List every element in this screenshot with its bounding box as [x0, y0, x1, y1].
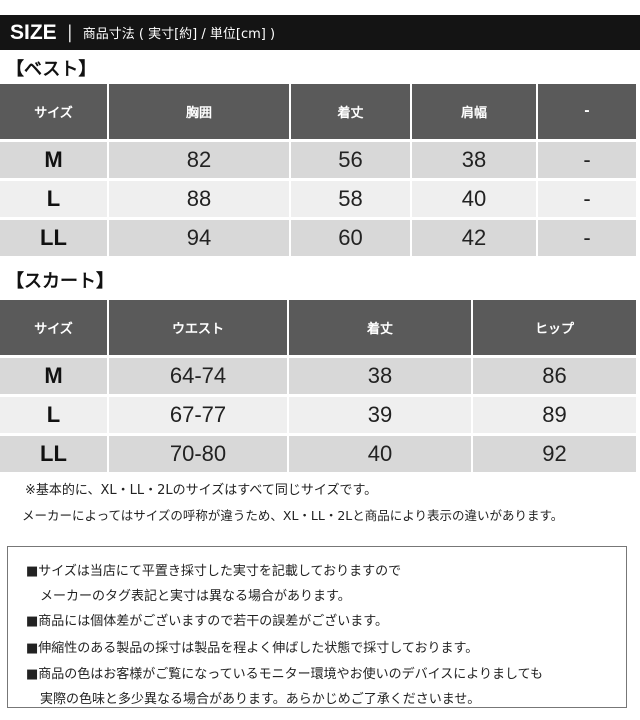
skirt-table: サイズ ウエスト 着丈 ヒップ M 64-74 38 86 L 67-77 39 89 LL… [0, 297, 638, 475]
skirt-title: 【スカート】 [6, 271, 114, 292]
cell: 56 [291, 142, 410, 178]
cell: 58 [291, 181, 410, 217]
disclaimer-box: ■サイズは当店にて平置き採寸した実寸を記載しておりますので メーカーのタグ表記と… [7, 546, 627, 708]
size-label: SIZE [10, 20, 57, 44]
disclaimer-line: メーカーのタグ表記と実寸は異なる場合があります。 [40, 589, 351, 604]
cell: 86 [473, 358, 636, 394]
cell: 40 [289, 436, 471, 472]
cell: - [538, 181, 636, 217]
size-cell: M [0, 358, 107, 394]
header-cell: ヒップ [473, 300, 636, 355]
header-cell: サイズ [0, 84, 107, 139]
cell: 39 [289, 397, 471, 433]
table-row: L 88 58 40- [0, 181, 636, 217]
cell: 67-77 [109, 397, 287, 433]
disclaimer-line: ■商品の色はお客様がご覧になっているモニター環境やお使いのデバイスによりましても [26, 667, 543, 682]
size-cell: LL [0, 220, 107, 256]
cell: 88 [109, 181, 289, 217]
header-cell: 着丈 [289, 300, 471, 355]
header-cell: 着丈 [291, 84, 410, 139]
cell: 38 [412, 142, 536, 178]
header-bar: SIZE | 商品寸法 ( 実寸[約] / 単位[cm] ) [0, 15, 640, 50]
cell: 70-80 [109, 436, 287, 472]
size-cell: L [0, 397, 107, 433]
cell: 64-74 [109, 358, 287, 394]
note-line: ※基本的に、XL・LL・2Lのサイズはすべて同じサイズです。 [25, 483, 378, 498]
disclaimer-line: 実際の色味と多少異なる場合があります。あらかじめご了承くださいませ。 [40, 692, 481, 707]
table-row: LL 94 60 42- [0, 220, 636, 256]
disclaimer-line: ■サイズは当店にて平置き採寸した実寸を記載しておりますので [26, 564, 402, 579]
table-row: M 82 56 38- [0, 142, 636, 178]
header-cell: - [538, 84, 636, 139]
cell: - [538, 142, 636, 178]
table-row: LL 70-80 40 92 [0, 436, 636, 472]
size-cell: L [0, 181, 107, 217]
vest-table: サイズ 胸囲 着丈 肩幅 - M 82 56 38- L 88 58 40- LL 94 60 4… [0, 81, 638, 259]
cell: 82 [109, 142, 289, 178]
header-cell: 肩幅 [412, 84, 536, 139]
header-subtitle: 商品寸法 ( 実寸[約] / 単位[cm] ) [82, 27, 276, 42]
header-cell: ウエスト [109, 300, 287, 355]
disclaimer-line: ■伸縮性のある製品の採寸は製品を程よく伸ばした状態で採寸しております。 [26, 641, 479, 656]
cell: 60 [291, 220, 410, 256]
vest-header-row: サイズ 胸囲 着丈 肩幅 - [0, 84, 636, 139]
size-cell: M [0, 142, 107, 178]
table-row: M 64-74 38 86 [0, 358, 636, 394]
cell: - [538, 220, 636, 256]
cell: 38 [289, 358, 471, 394]
separator: | [66, 22, 73, 43]
cell: 94 [109, 220, 289, 256]
vest-title: 【ベスト】 [6, 59, 97, 80]
cell: 42 [412, 220, 536, 256]
cell: 92 [473, 436, 636, 472]
skirt-header-row: サイズ ウエスト 着丈 ヒップ [0, 300, 636, 355]
size-cell: LL [0, 436, 107, 472]
cell: 40 [412, 181, 536, 217]
header-cell: サイズ [0, 300, 107, 355]
note-line: メーカーによってはサイズの呼称が違うため、XL・LL・2Lと商品により表示の違い… [22, 508, 564, 523]
table-row: L 67-77 39 89 [0, 397, 636, 433]
header-cell: 胸囲 [109, 84, 289, 139]
cell: 89 [473, 397, 636, 433]
disclaimer-line: ■商品には個体差がございますので若干の誤差がございます。 [26, 614, 388, 629]
